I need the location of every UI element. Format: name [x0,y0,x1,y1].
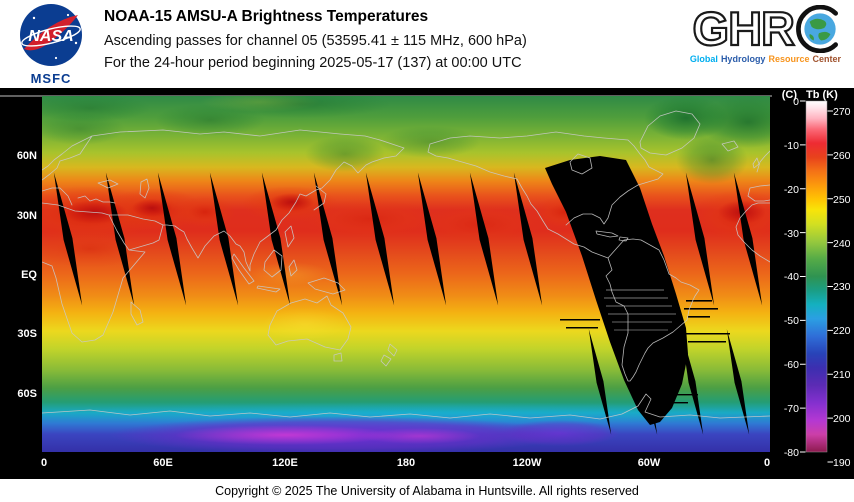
colorbar-celsius-labels: 0 -10 -20 -30 -40 -50 -60 -70 -80 [784,96,799,459]
nasa-wordmark: NASA [28,28,73,45]
nasa-insignia-icon: NASA [20,4,82,66]
lon-label-0a: 0 [41,457,47,469]
c-tick-70: -70 [784,403,799,415]
ghrc-subtitle-word: Center [812,54,841,64]
coastlines [42,110,770,420]
longitude-labels: 0 60E 120E 180 120W 60W 0 [41,457,770,469]
nasa-orbit [21,25,81,47]
k-tick-220: 220 [833,325,851,337]
lat-label-eq: EQ [21,269,37,281]
colorbar-kelvin-header: Tb (K) [806,89,838,101]
coastline-africa-eurasia [42,129,405,343]
brightness-temperature-map: ← [0,88,854,479]
lon-label-180: 180 [397,457,415,469]
k-tick-200: 200 [833,413,851,425]
c-tick-50: -50 [784,315,799,327]
scan-line-artifacts [560,289,730,404]
c-tick-30: -30 [784,228,799,240]
subtitle-period: For the 24-hour period beginning 2025-05… [104,55,522,71]
c-tick-60: -60 [784,359,799,371]
k-tick-240: 240 [833,238,851,250]
lon-label-120e: 120E [272,457,298,469]
ghrc-wordmark: GHR [691,1,796,55]
lat-label-30n: 30N [17,210,37,222]
lat-label-30s: 30S [17,328,37,340]
lat-label-60n: 60N [17,150,37,162]
k-tick-250: 250 [833,194,851,206]
coastline-islands-oceania [231,225,398,367]
ghrc-subtitle-word: Resource [768,54,810,64]
c-tick-10: -10 [784,140,799,152]
nasa-center-label: MSFC [30,71,72,86]
k-tick-210: 210 [833,369,851,381]
lon-label-60w: 60W [638,457,661,469]
ghrc-globe-icon [796,5,838,53]
c-tick-80: -80 [784,447,799,459]
colorbar-tick-marks [800,100,833,463]
page-title: NOAA-15 AMSU-A Brightness Temperatures [104,8,429,25]
colorbar-kelvin-labels: 270 260 250 240 230 220 210 200 190 [833,106,851,469]
copyright-text: Copyright © 2025 The University of Alaba… [215,483,639,498]
ghrc-subtitle: Global Hydrology Resource Center [690,54,844,64]
colorbar-gradient [805,100,828,453]
nasa-swoosh [24,15,78,51]
ghrc-subtitle-word: Global [689,54,718,64]
c-tick-0: 0 [793,96,799,108]
lon-label-60e: 60E [153,457,173,469]
k-tick-260: 260 [833,150,851,162]
ghrc-subtitle-word: Hydrology [720,54,766,64]
subtitle-channel: Ascending passes for channel 05 (53595.4… [104,33,527,49]
coastline-antarctica [42,393,770,420]
ghrc-logo[interactable]: GHR Global Hydrology Resource Center [690,3,844,64]
latitude-labels: 60N 30N EQ 30S 60S [17,150,38,400]
lat-label-60s: 60S [17,388,37,400]
k-tick-270: 270 [833,106,851,118]
lon-label-0b: 0 [764,457,770,469]
header: NASA MSFC NOAA-15 AMSU-A Brightness Temp… [0,0,854,88]
colorbar: (C) Tb (K) 0 -10 -20 -30 -40 -50 -60 -70… [782,89,851,469]
coastline-americas [427,110,770,382]
orbit-gap-slivers [53,172,763,435]
ghrc-letter-c [796,5,838,53]
footer: Copyright © 2025 The University of Alaba… [0,479,854,502]
lon-label-120w: 120W [513,457,542,469]
nasa-logo[interactable]: NASA MSFC [10,3,92,86]
k-tick-230: 230 [833,281,851,293]
title-block: NOAA-15 AMSU-A Brightness Temperatures A… [104,3,690,77]
map-section: ← [0,88,854,479]
colorbar-celsius-header: (C) [782,89,798,101]
missing-data-region [545,156,688,425]
c-tick-40: -40 [784,271,799,283]
c-tick-20: -20 [784,184,799,196]
world-heatmap [42,96,770,452]
k-tick-190: 190 [833,457,851,469]
